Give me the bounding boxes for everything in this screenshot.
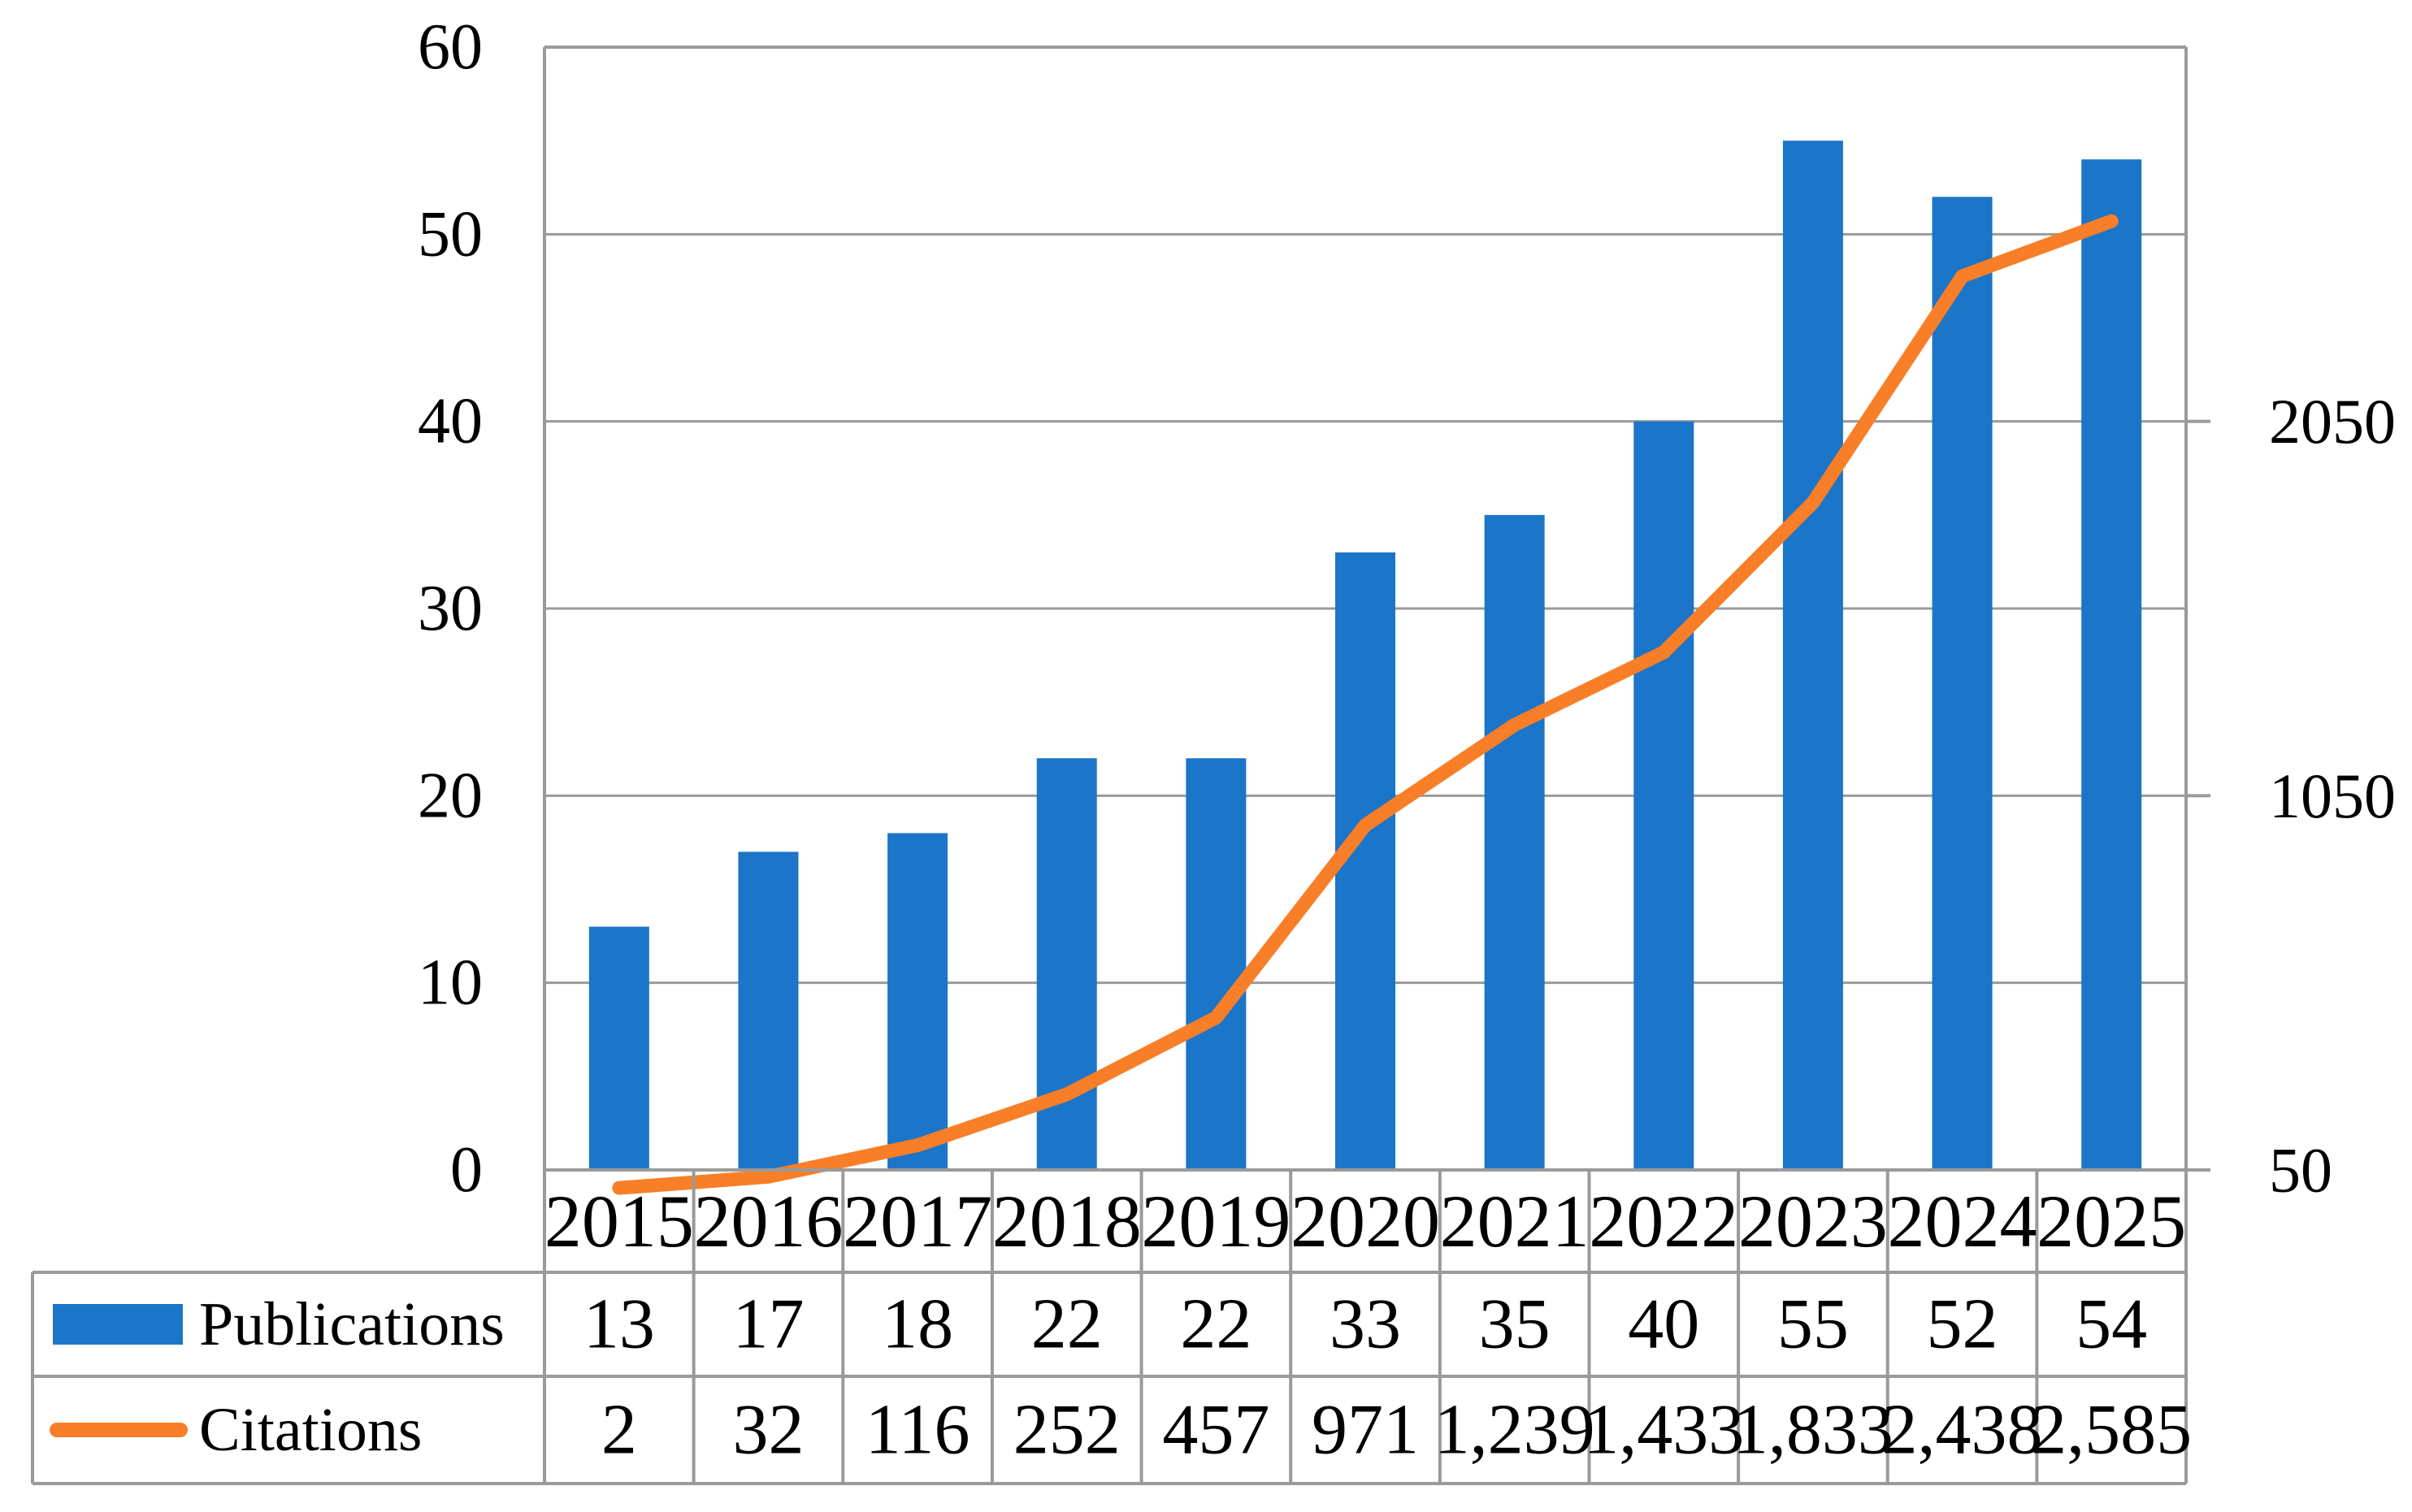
publications-bar <box>1782 141 1843 1171</box>
left-axis-tick-label: 40 <box>418 386 483 457</box>
right-axis-tick-label: 2050 <box>2269 386 2396 457</box>
year-label: 2015 <box>544 1180 694 1263</box>
publications-bar <box>1932 197 1993 1171</box>
publications-value: 35 <box>1479 1285 1551 1364</box>
legend-publications-label: Publications <box>199 1290 505 1358</box>
citations-value: 116 <box>865 1391 970 1470</box>
year-label: 2018 <box>992 1180 1142 1263</box>
year-label: 2021 <box>1440 1180 1590 1263</box>
citations-value: 32 <box>732 1391 804 1470</box>
legend-publications-swatch <box>53 1304 183 1345</box>
publications-value: 55 <box>1777 1285 1849 1364</box>
citations-value: 2,438 <box>1882 1391 2043 1470</box>
year-label: 2016 <box>693 1180 843 1263</box>
publications-value: 13 <box>583 1285 655 1364</box>
publications-value: 18 <box>882 1285 953 1364</box>
publications-bar <box>2081 159 2142 1171</box>
year-label: 2024 <box>1888 1180 2037 1263</box>
publications-value: 33 <box>1330 1285 1401 1364</box>
left-axis-tick-label: 0 <box>450 1134 483 1206</box>
right-axis-tick-label: 50 <box>2269 1135 2332 1206</box>
left-axis-tick-label: 20 <box>418 760 483 831</box>
citations-value: 2,585 <box>2031 1391 2192 1470</box>
publications-bar <box>1633 421 1694 1170</box>
publications-bar <box>1484 514 1545 1170</box>
left-axis-tick-label: 60 <box>418 11 483 83</box>
left-axis-tick-label: 50 <box>418 198 483 270</box>
legend-citations-label: Citations <box>199 1396 422 1464</box>
left-axis-tick-label: 30 <box>418 573 483 644</box>
citations-value: 971 <box>1312 1391 1419 1470</box>
publications-value: 17 <box>732 1285 804 1364</box>
citations-value: 252 <box>1013 1391 1121 1470</box>
year-label: 2020 <box>1291 1180 1440 1263</box>
publications-value: 22 <box>1180 1285 1252 1364</box>
year-label: 2023 <box>1738 1180 1888 1263</box>
publications-value: 52 <box>1927 1285 1998 1364</box>
publications-value: 22 <box>1031 1285 1103 1364</box>
year-label: 2022 <box>1589 1180 1738 1263</box>
citations-line <box>612 214 2119 1195</box>
publications-value: 54 <box>2076 1285 2147 1364</box>
publications-bar <box>887 833 948 1170</box>
publications-bar <box>1186 758 1247 1170</box>
citations-value: 457 <box>1162 1391 1269 1470</box>
citations-value: 2 <box>601 1391 637 1470</box>
year-label: 2019 <box>1141 1180 1291 1263</box>
year-label: 2017 <box>843 1180 992 1263</box>
left-axis-tick-label: 10 <box>418 947 483 1019</box>
citations-value: 1,239 <box>1434 1391 1595 1470</box>
publications-bar <box>738 851 799 1170</box>
year-label: 2025 <box>2037 1180 2186 1263</box>
publications-value: 40 <box>1628 1285 1699 1364</box>
right-axis-tick-label: 1050 <box>2269 760 2396 831</box>
citations-value: 1,833 <box>1733 1391 1894 1470</box>
publications-bar <box>588 926 649 1170</box>
citations-value: 1,433 <box>1583 1391 1744 1470</box>
